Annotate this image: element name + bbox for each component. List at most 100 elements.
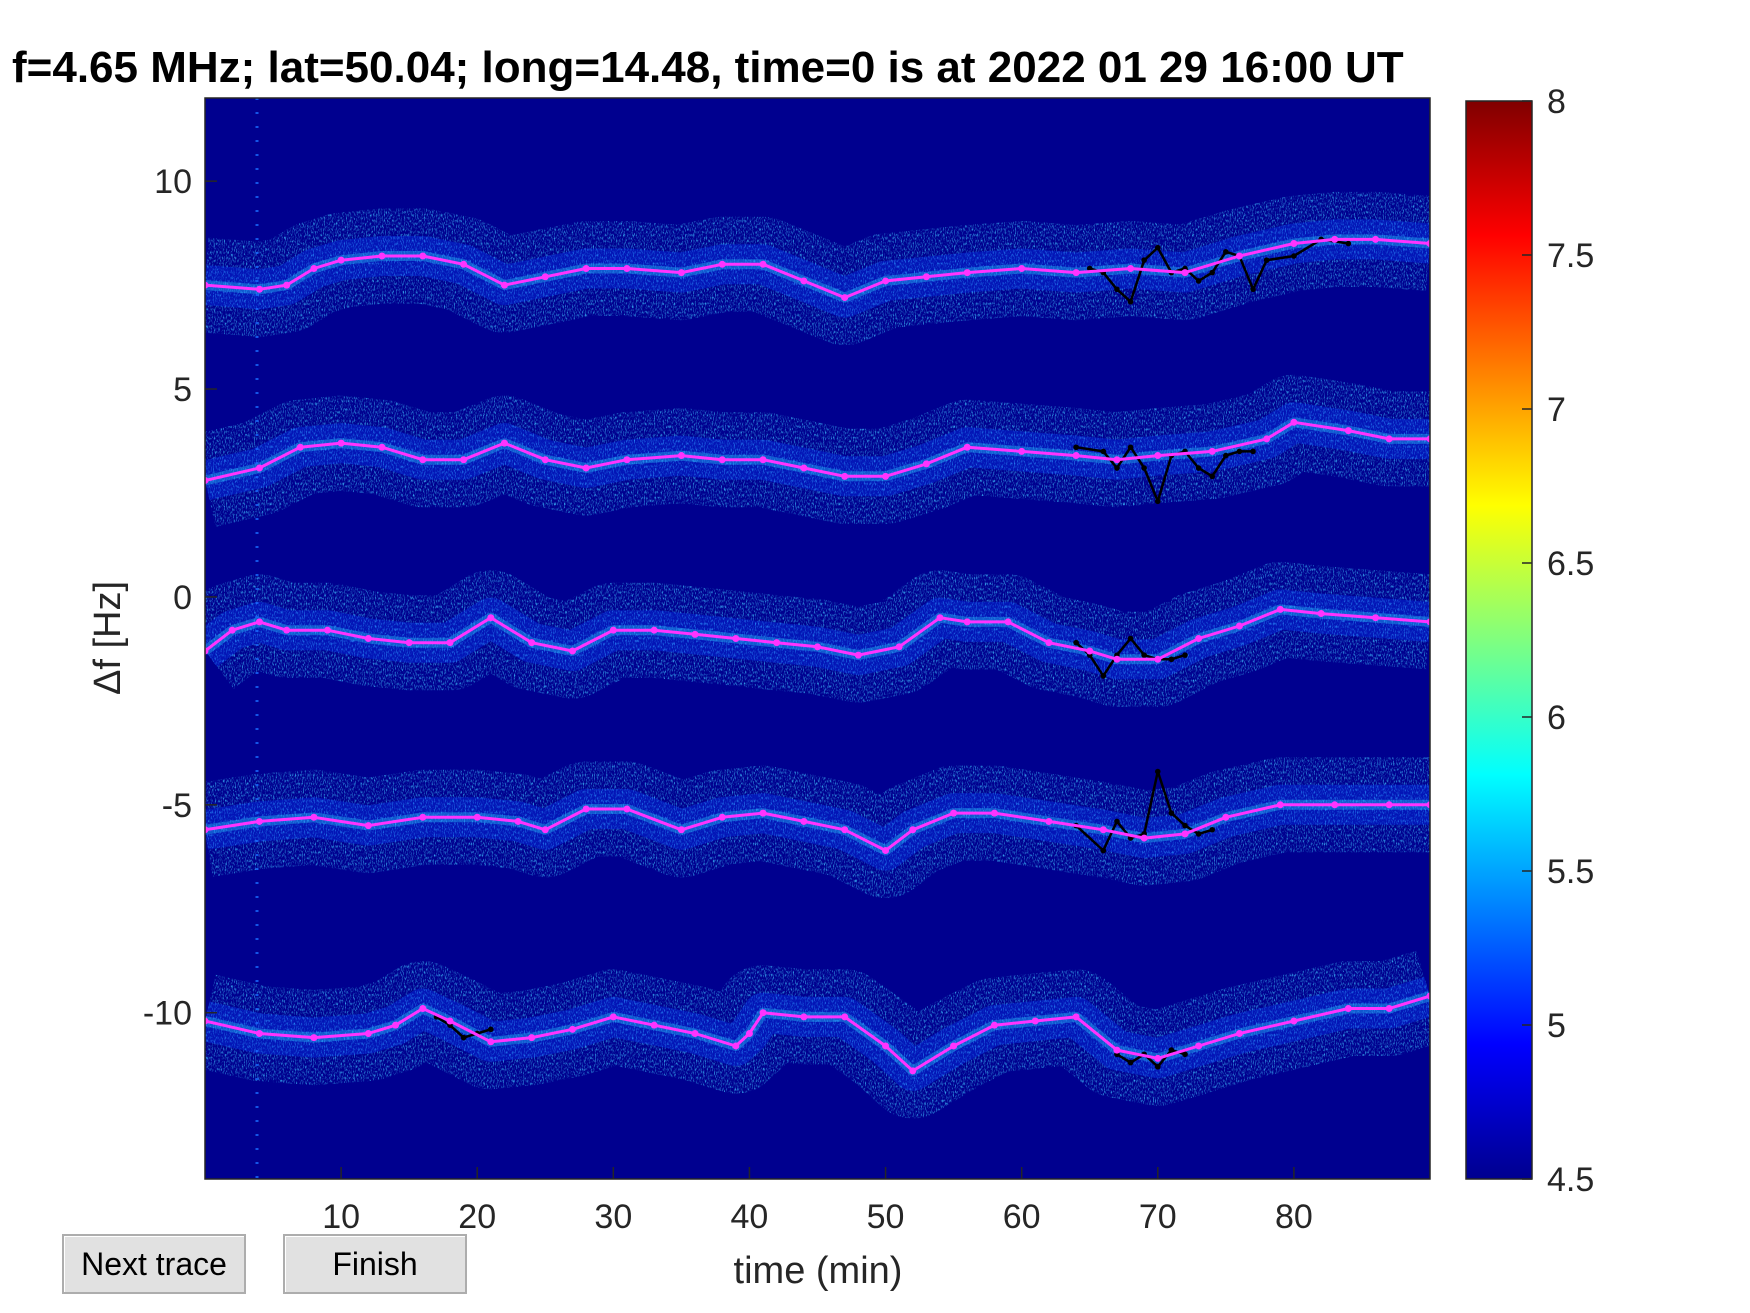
trace-point [841,294,849,302]
trace-point [1317,610,1325,618]
trace-point [1086,647,1094,655]
trace-point [1072,1013,1080,1021]
trace-point [296,443,304,451]
x-axis: 10 20 30 40 50 60 70 80 [322,1167,1313,1236]
trace-point [1018,447,1026,455]
trace-point [882,277,890,285]
y-tick-label: 0 [173,579,192,617]
trace-point [718,456,726,464]
trace-point [922,460,930,468]
raw-trace-point [460,1034,467,1041]
trace-point [528,1034,536,1042]
trace-point [569,1025,576,1033]
trace-point [650,626,658,634]
trace-point [800,277,808,285]
trace-point [310,1034,318,1042]
colorbar-tick-label: 7.5 [1547,237,1594,275]
raw-trace-point [1250,286,1256,293]
trace-point [255,285,263,293]
y-tick-label: 10 [154,163,192,201]
trace-point [205,647,209,655]
trace-point [364,635,372,642]
trace-point [310,813,318,821]
trace-point [1045,817,1053,825]
raw-trace-point [1127,1059,1134,1066]
trace-point [378,443,386,451]
trace-point [378,252,386,260]
colorbar [1465,100,1533,1180]
trace-point [392,1021,400,1029]
x-tick-label: 20 [458,1198,496,1236]
trace-point [1331,801,1339,809]
trace-point [691,630,699,638]
trace-point [364,1029,372,1037]
trace-point [854,651,862,659]
trace-point [1426,992,1430,1000]
trace-point [1099,826,1107,834]
trace-point [205,477,209,485]
trace-point [205,1017,209,1025]
x-tick-label: 60 [1003,1198,1041,1236]
trace-point [1331,235,1339,243]
trace-point [677,269,685,277]
trace-point [1426,801,1430,809]
finish-button[interactable]: Finish [283,1234,467,1294]
raw-trace-point [1168,810,1175,816]
trace-point [1426,618,1430,626]
next-trace-button[interactable]: Next trace [62,1234,246,1294]
trace-point [1072,452,1080,460]
trace-point [990,1021,998,1029]
raw-trace-point [1182,822,1188,829]
trace-point [1263,435,1271,443]
trace-point [1113,1046,1121,1054]
y-axis: 10 5 0 -5 -10 [143,163,217,1033]
trace-point [990,809,998,817]
raw-trace-point [1263,257,1270,263]
trace-point [1222,813,1230,821]
trace-point [228,626,236,634]
x-tick-label: 50 [867,1198,905,1236]
raw-trace-point [1168,1047,1175,1053]
trace-line-3 [205,607,1430,661]
trace-point [1045,639,1053,647]
raw-trace-point [1127,298,1134,305]
raw-trace-point [1141,465,1147,471]
trace-point [255,817,263,825]
raw-trace-point [1209,826,1216,833]
trace-point [1154,1054,1162,1062]
trace-point [882,1042,890,1050]
y-tick-label: -10 [143,995,192,1033]
trace-point [814,643,821,651]
raw-trace-point [1100,847,1107,854]
trace-point [324,626,331,634]
trace-point [419,813,427,821]
raw-trace-point [1127,444,1134,451]
y-tick-label: -5 [162,787,192,825]
trace-point [950,1042,958,1050]
trace-point [1031,1017,1039,1025]
trace-point [569,647,576,655]
colorbar-tick-label: 7 [1547,391,1566,429]
raw-trace-point [488,1026,494,1033]
raw-trace-point [1236,448,1243,455]
trace-point [1235,1029,1243,1037]
trace-point [1195,1042,1203,1050]
trace-point [1195,635,1203,642]
raw-trace-point [1182,652,1188,658]
trace-point [718,813,726,821]
trace-point [950,809,958,817]
trace-point [841,826,849,834]
trace-point [882,847,890,855]
colorbar-tick-label: 5.5 [1547,853,1594,891]
trace-point [1426,240,1430,248]
trace-point [732,635,740,642]
trace-point [1181,269,1189,277]
trace-point [1235,622,1243,630]
trace-point [337,256,345,264]
raw-trace-point [1209,269,1216,276]
trace-point [528,639,536,647]
trace-point [255,464,263,472]
trace-point [1140,834,1148,842]
trace-point [460,260,468,268]
trace-point [759,1009,767,1017]
